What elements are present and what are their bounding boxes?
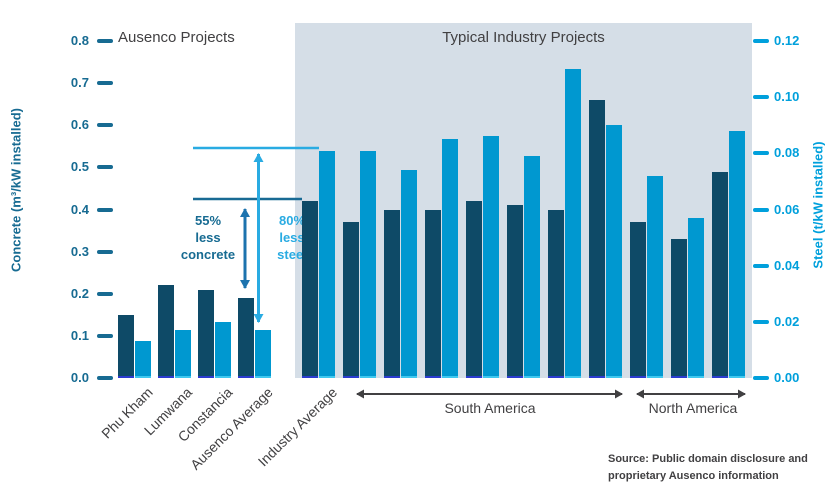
bar-steel <box>483 136 499 378</box>
less-steel-annotation: 80% less steel <box>277 213 307 262</box>
right-axis-tick-label: 0.08 <box>774 145 800 161</box>
right-axis-tick <box>753 263 769 268</box>
right-axis-tick-label: 0.02 <box>774 313 800 329</box>
left-axis-tick-label: 0.4 <box>70 201 89 217</box>
left-axis-tick-label: 0.0 <box>70 370 89 385</box>
left-axis-tick-label: 0.5 <box>70 159 89 175</box>
bar-concrete <box>507 205 523 378</box>
bar-steel <box>688 217 704 378</box>
left-axis-tick-label: 0.6 <box>70 117 89 133</box>
south-america-label: South America <box>444 400 536 416</box>
bar-steel <box>401 170 417 378</box>
right-axis-tick <box>753 207 769 212</box>
left-axis-tick <box>97 376 113 380</box>
right-axis-tick <box>753 319 769 324</box>
bar-steel <box>606 125 622 378</box>
source-note: Source: Public domain disclosure and pro… <box>608 453 808 482</box>
right-axis-tick <box>753 376 769 380</box>
bar-concrete <box>118 314 134 378</box>
bar-concrete <box>630 222 646 378</box>
bar-concrete <box>343 222 359 378</box>
right-axis-tick-label: 0.06 <box>774 201 800 217</box>
bar-concrete <box>712 171 728 378</box>
right-axis-tick-label: 0.04 <box>774 257 800 273</box>
left-axis-tick-label: 0.8 <box>70 33 89 48</box>
bar-steel <box>319 150 335 378</box>
bar-steel <box>524 156 540 378</box>
left-axis-tick <box>97 333 113 338</box>
right-axis-tick-label: 0.10 <box>774 89 800 105</box>
left-axis-tick-label: 0.7 <box>70 75 89 91</box>
industry-projects-title: Typical Industry Projects <box>442 29 605 46</box>
right-axis-tick <box>753 95 769 100</box>
north-america-label: North America <box>648 400 738 416</box>
left-axis-tick <box>97 81 113 86</box>
concrete-axis-title: Concrete (m³/kW installed) <box>8 108 24 272</box>
bar-concrete <box>425 209 441 378</box>
left-axis-tick <box>97 207 113 212</box>
bar-concrete <box>198 289 214 378</box>
bar-concrete <box>671 238 687 378</box>
bar-steel <box>135 341 151 378</box>
left-axis-tick <box>97 39 113 43</box>
bar-steel <box>647 175 663 378</box>
bar-concrete <box>384 209 400 378</box>
bar-steel <box>215 321 231 378</box>
right-axis-tick <box>753 39 769 43</box>
bar-concrete <box>302 201 318 378</box>
bar-steel <box>565 69 581 378</box>
left-axis-tick <box>97 249 113 254</box>
bar-steel <box>175 330 191 378</box>
right-axis-tick-label: 0.12 <box>774 33 800 48</box>
bar-concrete <box>466 201 482 378</box>
right-axis-tick-label: 0.00 <box>774 370 800 385</box>
right-axis-tick <box>753 151 769 156</box>
left-axis-tick-label: 0.3 <box>70 243 89 259</box>
bar-steel <box>360 150 376 378</box>
bar-steel <box>729 130 745 378</box>
bar-steel <box>442 139 458 378</box>
left-axis-tick-label: 0.2 <box>70 285 89 301</box>
bar-concrete <box>158 285 174 378</box>
bar-steel <box>255 330 271 378</box>
bar-concrete <box>548 209 564 378</box>
left-axis-tick <box>97 291 113 296</box>
bar-concrete <box>238 297 254 378</box>
ausenco-projects-title: Ausenco Projects <box>118 29 235 46</box>
left-axis-tick <box>97 165 113 170</box>
bar-concrete <box>589 99 605 378</box>
left-axis-tick <box>97 123 113 128</box>
less-concrete-annotation: 55% less concrete <box>180 213 236 262</box>
left-axis-tick-label: 0.1 <box>70 327 89 343</box>
